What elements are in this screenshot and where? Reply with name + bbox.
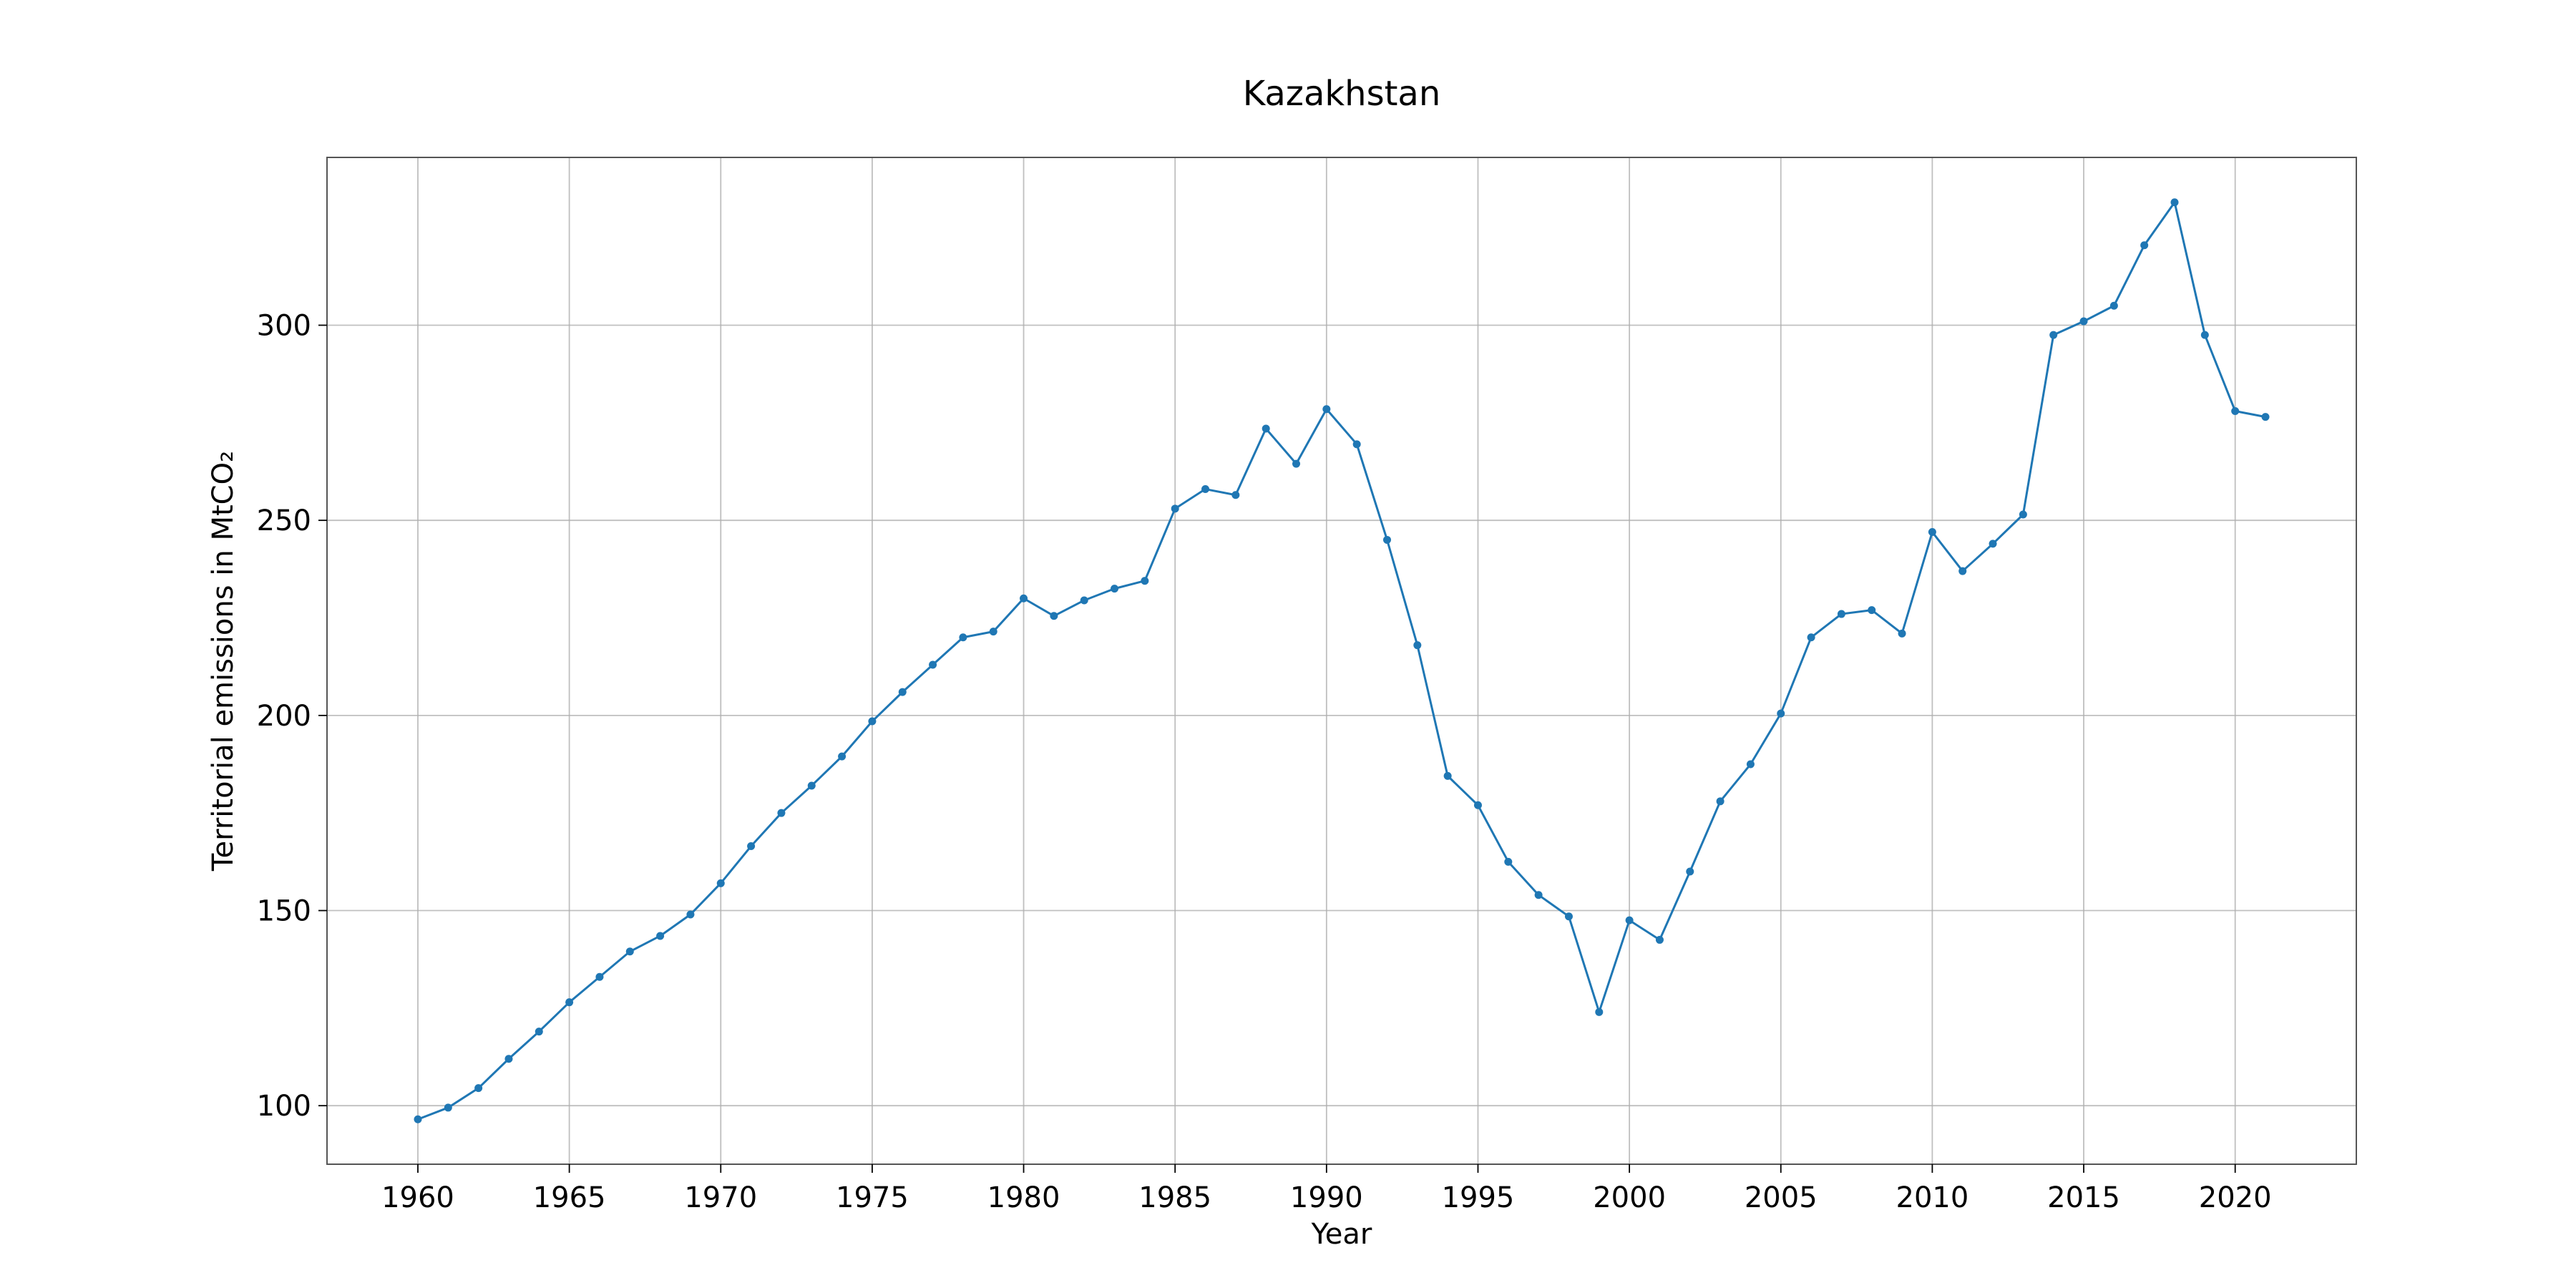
data-point [474,1084,483,1093]
data-point [929,660,937,669]
data-point [1564,912,1573,921]
data-point [1231,491,1240,499]
x-tick-label: 1990 [1290,1181,1363,1214]
data-point [1050,612,1058,620]
data-point [1868,606,1876,615]
chart-title: Kazakhstan [1243,74,1441,114]
data-point [1898,629,1906,638]
data-point [868,717,877,726]
data-point [1716,797,1724,806]
series-line [417,201,2266,1121]
data-point [1504,857,1513,866]
data-point [1625,916,1634,924]
x-tick-label: 2015 [2047,1181,2120,1214]
data-point [1020,594,1028,602]
data-point [2170,198,2179,207]
data-point [504,1055,513,1063]
data-point [1352,440,1361,449]
y-tick-label: 250 [257,504,311,537]
data-point [1686,867,1694,876]
data-point [1322,405,1331,414]
data-point [1746,760,1755,769]
data-point [1111,585,1119,593]
series-layer [414,198,2270,1123]
data-point [1080,596,1088,605]
data-point [1807,633,1815,642]
data-point [777,809,786,817]
y-tick-label: 300 [257,310,311,343]
data-point [2049,331,2058,339]
grid [327,157,2356,1164]
data-point [2140,241,2149,250]
data-point [1534,891,1543,899]
data-point [535,1028,543,1036]
data-point [959,633,967,642]
y-axis-title: Territorial emissions in MtCO₂ [207,451,240,872]
data-point [1595,1008,1604,1016]
data-point [1958,567,1967,575]
y-axis-ticks: 100 150 200 250 300 [257,310,327,1123]
data-point [686,910,695,919]
data-point [1928,528,1936,537]
y-tick-label: 100 [257,1090,311,1123]
data-point [595,972,604,981]
data-point [989,628,997,636]
data-point [565,998,574,1007]
x-axis-ticks: 1960 1965 1970 1975 1980 1985 1990 1995 2000 2005… [381,1164,2272,1214]
x-tick-label: 2000 [1593,1181,1666,1214]
data-point [716,879,725,887]
x-tick-label: 1995 [1442,1181,1515,1214]
y-tick-label: 200 [257,700,311,733]
data-point [1443,771,1452,780]
x-tick-label: 2020 [2199,1181,2272,1214]
data-point [414,1115,422,1123]
x-axis-title: Year [1311,1218,1372,1251]
data-point [2019,510,2027,519]
data-point [1201,485,1210,494]
data-point [2200,331,2209,339]
data-point [1262,424,1270,433]
data-point [625,947,634,956]
data-point [807,781,816,790]
y-tick-label: 150 [257,895,311,928]
data-point [2261,413,2270,421]
data-point [1473,801,1482,809]
data-point [1382,535,1391,544]
data-point [1171,504,1179,513]
x-tick-label: 1985 [1138,1181,1211,1214]
x-tick-label: 1965 [533,1181,606,1214]
x-tick-label: 2005 [1745,1181,1818,1214]
x-tick-label: 1970 [684,1181,757,1214]
data-point [2231,406,2240,415]
data-point [747,842,756,851]
data-point [656,932,665,940]
data-point [1777,709,1785,718]
data-point [898,688,907,696]
x-tick-label: 1960 [381,1181,454,1214]
data-point [838,752,847,761]
data-point [444,1103,452,1112]
data-point [1413,641,1422,650]
data-point [2079,317,2088,326]
data-point [1989,540,1997,548]
x-tick-label: 2010 [1896,1181,1969,1214]
data-point [2109,301,2118,310]
x-tick-label: 1975 [836,1181,909,1214]
data-point [1655,935,1664,944]
x-tick-label: 1980 [987,1181,1060,1214]
plot-frame [326,157,2357,1165]
data-point [1292,459,1301,468]
data-point [1837,610,1845,618]
data-point [1141,577,1149,585]
